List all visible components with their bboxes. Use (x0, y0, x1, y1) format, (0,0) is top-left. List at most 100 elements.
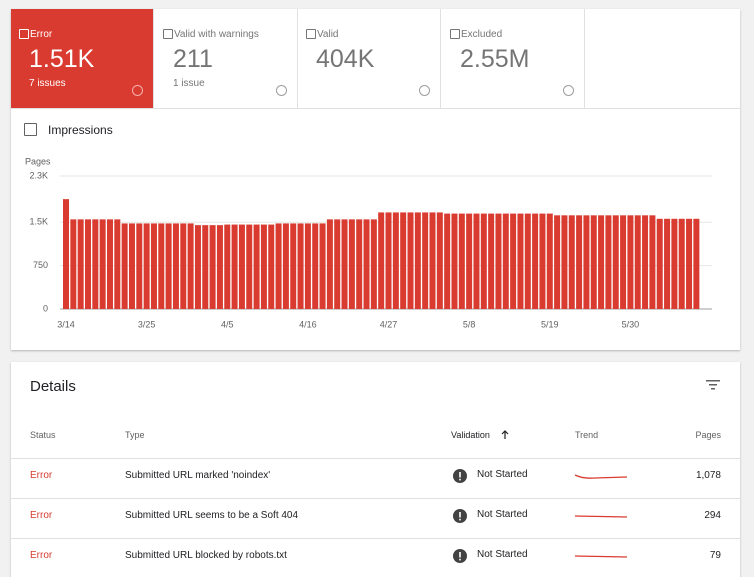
bar[interactable] (495, 213, 502, 309)
type-cell[interactable]: Submitted URL marked 'noindex' (125, 470, 271, 481)
bar[interactable] (341, 219, 348, 309)
bar[interactable] (246, 224, 253, 309)
bar[interactable] (598, 215, 605, 309)
column-header[interactable]: Validation (451, 430, 490, 440)
help-icon[interactable] (419, 85, 430, 96)
bar[interactable] (84, 219, 91, 309)
bar[interactable] (466, 213, 473, 309)
bar[interactable] (436, 212, 443, 309)
bar[interactable] (224, 224, 231, 309)
bar[interactable] (583, 215, 590, 309)
bar[interactable] (260, 224, 267, 309)
bar[interactable] (172, 223, 179, 309)
bar[interactable] (356, 219, 363, 309)
bar[interactable] (671, 218, 678, 309)
bar[interactable] (502, 213, 509, 309)
bar[interactable] (202, 225, 209, 309)
bar[interactable] (165, 223, 172, 309)
warnings-card[interactable]: Valid with warnings 211 1 issue (155, 9, 298, 108)
bar[interactable] (634, 215, 641, 309)
bar[interactable] (385, 212, 392, 309)
bar[interactable] (70, 219, 77, 309)
bar[interactable] (510, 213, 517, 309)
bar[interactable] (348, 219, 355, 309)
error-card[interactable]: Error 1.51K 7 issues (11, 9, 154, 108)
bar[interactable] (253, 224, 260, 309)
bar[interactable] (392, 212, 399, 309)
bar[interactable] (238, 224, 245, 309)
bar[interactable] (422, 212, 429, 309)
bar[interactable] (473, 213, 480, 309)
bar[interactable] (143, 223, 150, 309)
bar[interactable] (656, 218, 663, 309)
bar[interactable] (282, 223, 289, 309)
bar[interactable] (532, 213, 539, 309)
bar[interactable] (649, 215, 656, 309)
bar[interactable] (114, 219, 121, 309)
bar[interactable] (158, 223, 165, 309)
bar[interactable] (539, 213, 546, 309)
bar[interactable] (568, 215, 575, 309)
bar[interactable] (194, 225, 201, 309)
bar[interactable] (664, 218, 671, 309)
bar[interactable] (642, 215, 649, 309)
type-cell[interactable]: Submitted URL seems to be a Soft 404 (125, 510, 299, 521)
filter-icon[interactable] (705, 378, 721, 392)
bar[interactable] (92, 219, 99, 309)
type-cell[interactable]: Submitted URL blocked by robots.txt (125, 550, 287, 561)
bar[interactable] (180, 223, 187, 309)
bar[interactable] (106, 219, 113, 309)
bar[interactable] (128, 223, 135, 309)
bar[interactable] (363, 219, 370, 309)
bar[interactable] (686, 218, 693, 309)
bar[interactable] (378, 212, 385, 309)
bar[interactable] (480, 213, 487, 309)
valid-card[interactable]: Valid 404K (298, 9, 441, 108)
bar[interactable] (319, 223, 326, 309)
bar[interactable] (414, 212, 421, 309)
bar[interactable] (561, 215, 568, 309)
bar[interactable] (231, 224, 238, 309)
bar[interactable] (546, 213, 553, 309)
bar[interactable] (605, 215, 612, 309)
bar[interactable] (458, 213, 465, 309)
bar[interactable] (216, 225, 223, 309)
bar[interactable] (290, 223, 297, 309)
bar[interactable] (326, 219, 333, 309)
impressions-checkbox[interactable] (24, 123, 37, 136)
bar[interactable] (304, 223, 311, 309)
help-icon[interactable] (132, 85, 143, 96)
bar[interactable] (312, 223, 319, 309)
bar[interactable] (517, 213, 524, 309)
bar[interactable] (678, 218, 685, 309)
bar[interactable] (275, 223, 282, 309)
bar[interactable] (400, 212, 407, 309)
bar[interactable] (297, 223, 304, 309)
bar[interactable] (451, 213, 458, 309)
bar[interactable] (334, 219, 341, 309)
bar[interactable] (77, 219, 84, 309)
excluded-card[interactable]: Excluded 2.55M (442, 9, 585, 108)
bar[interactable] (444, 213, 451, 309)
bar[interactable] (121, 223, 128, 309)
bar[interactable] (627, 215, 634, 309)
bar[interactable] (612, 215, 619, 309)
bar[interactable] (268, 224, 275, 309)
help-icon[interactable] (276, 85, 287, 96)
bar[interactable] (620, 215, 627, 309)
bar[interactable] (693, 218, 700, 309)
bar[interactable] (136, 223, 143, 309)
bar[interactable] (590, 215, 597, 309)
bar[interactable] (554, 215, 561, 309)
bar[interactable] (370, 219, 377, 309)
bar[interactable] (524, 213, 531, 309)
bar[interactable] (99, 219, 106, 309)
bar[interactable] (488, 213, 495, 309)
bar[interactable] (407, 212, 414, 309)
bar[interactable] (576, 215, 583, 309)
bar[interactable] (63, 199, 69, 309)
bar[interactable] (150, 223, 157, 309)
bar[interactable] (429, 212, 436, 309)
help-icon[interactable] (563, 85, 574, 96)
bar[interactable] (209, 225, 216, 309)
